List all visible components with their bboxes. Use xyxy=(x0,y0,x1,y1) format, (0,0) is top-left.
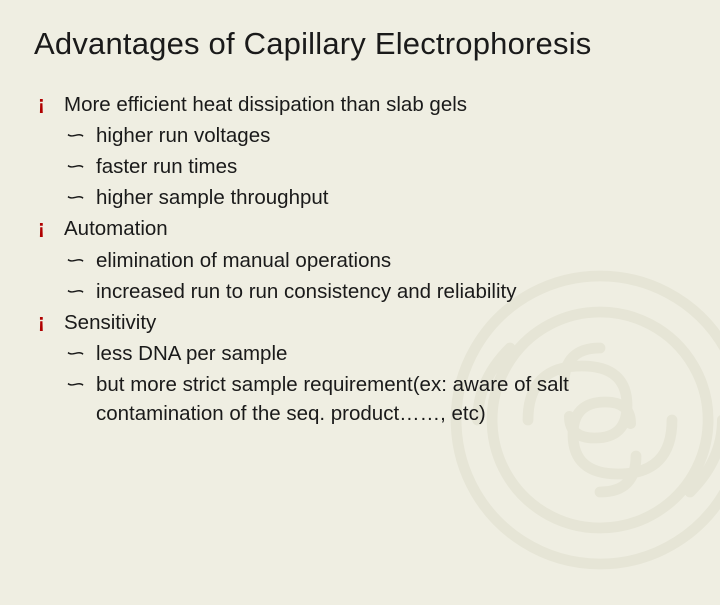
slide-title: Advantages of Capillary Electrophoresis xyxy=(34,26,686,62)
sub-item: ∽elimination of manual operations xyxy=(64,246,686,275)
sub-item: ∽less DNA per sample xyxy=(64,339,686,368)
list-item: Sensitivity ∽less DNA per sample ∽but mo… xyxy=(34,308,686,428)
tilde-icon: ∽ xyxy=(63,185,84,211)
tilde-icon: ∽ xyxy=(63,341,84,367)
list-item: Automation ∽elimination of manual operat… xyxy=(34,214,686,305)
tilde-icon: ∽ xyxy=(63,372,84,398)
sub-list: ∽elimination of manual operations ∽incre… xyxy=(64,246,686,306)
sub-list: ∽higher run voltages ∽faster run times ∽… xyxy=(64,121,686,212)
sub-item: ∽faster run times xyxy=(64,152,686,181)
tilde-icon: ∽ xyxy=(63,123,84,149)
tilde-icon: ∽ xyxy=(63,248,84,274)
tilde-icon: ∽ xyxy=(63,154,84,180)
list-item: More efficient heat dissipation than sla… xyxy=(34,90,686,212)
slide-container: Advantages of Capillary Electrophoresis … xyxy=(0,0,720,540)
sub-item: ∽increased run to run consistency and re… xyxy=(64,277,686,306)
item-text: More efficient heat dissipation than sla… xyxy=(64,93,467,116)
item-text: Sensitivity xyxy=(64,311,156,334)
bullet-list: More efficient heat dissipation than sla… xyxy=(34,90,686,428)
sub-item: ∽higher run voltages xyxy=(64,121,686,150)
tilde-icon: ∽ xyxy=(63,279,84,305)
sub-list: ∽less DNA per sample ∽but more strict sa… xyxy=(64,339,686,428)
item-text: Automation xyxy=(64,217,168,240)
sub-item: ∽but more strict sample requirement(ex: … xyxy=(64,370,686,428)
sub-item: ∽higher sample throughput xyxy=(64,183,686,212)
